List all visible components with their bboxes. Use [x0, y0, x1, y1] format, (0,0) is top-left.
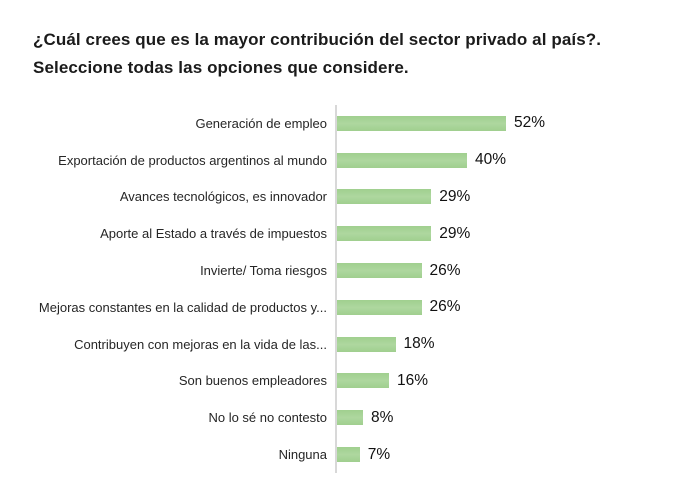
category-label: Mejoras constantes en la calidad de prod…	[38, 299, 327, 315]
bar-chart: Generación de empleo 52% Exportación de pr…	[0, 105, 700, 473]
bar-row: Generación de empleo 52%	[0, 105, 700, 142]
plot-area: 8%	[335, 399, 700, 437]
bar	[337, 226, 432, 242]
bar	[337, 373, 389, 389]
category-label: No lo sé no contesto	[208, 410, 327, 426]
category-label: Exportación de productos argentinos al m…	[58, 152, 327, 168]
bar-row: Son buenos empleadores 16%	[0, 362, 700, 400]
bar	[337, 299, 422, 315]
plot-area: 40%	[335, 141, 700, 179]
plot-area: 7%	[335, 436, 700, 473]
chart-title-line2: Seleccione todas las opciones que consid…	[33, 58, 409, 77]
bar	[337, 263, 422, 279]
category-label: Generación de empleo	[195, 115, 327, 131]
plot-area: 18%	[335, 325, 700, 363]
plot-area: 52%	[335, 105, 700, 142]
category-label: Aporte al Estado a través de impuestos	[100, 226, 327, 242]
plot-area: 16%	[335, 362, 700, 400]
bar-row: Exportación de productos argentinos al m…	[0, 141, 700, 179]
bar-row: Invierte/ Toma riesgos 26%	[0, 252, 700, 289]
chart-title-line1: ¿Cuál crees que es la mayor contribución…	[33, 30, 602, 49]
category-label: Invierte/ Toma riesgos	[200, 263, 327, 279]
category-label: Son buenos empleadores	[178, 373, 327, 389]
plot-area: 26%	[335, 252, 700, 289]
bar	[337, 447, 360, 463]
value-label: 52%	[514, 114, 546, 132]
chart-title: ¿Cuál crees que es la mayor contribución…	[33, 26, 680, 82]
plot-area: 29%	[335, 215, 700, 253]
value-label: 16%	[397, 371, 429, 389]
value-label: 8%	[371, 408, 394, 426]
bar	[337, 152, 467, 168]
value-label: 7%	[367, 445, 391, 463]
bar-row: Mejoras constantes en la calidad de prod…	[0, 288, 700, 326]
bar-row: Contribuyen con mejoras en la vida de la…	[0, 325, 700, 363]
bar	[337, 336, 396, 352]
value-label: 29%	[439, 187, 471, 205]
survey-bar-chart-canvas: ¿Cuál crees que es la mayor contribución…	[0, 26, 700, 493]
value-label: 26%	[429, 298, 461, 316]
bar	[337, 189, 432, 205]
category-label: Contribuyen con mejoras en la vida de la…	[74, 336, 327, 352]
bar	[337, 410, 363, 426]
category-label: Avances tecnológicos, es innovador	[119, 189, 327, 205]
plot-area: 29%	[335, 178, 700, 216]
value-label: 29%	[439, 224, 471, 242]
value-label: 40%	[475, 151, 507, 169]
bar-row: Avances tecnológicos, es innovador 29%	[0, 178, 700, 216]
value-label: 18%	[403, 335, 435, 353]
bar	[337, 115, 506, 131]
bar-chart-rows: Generación de empleo 52% Exportación de pr…	[0, 105, 700, 473]
bar-row: Aporte al Estado a través de impuestos 29…	[0, 215, 700, 253]
category-label: Ninguna	[278, 447, 327, 463]
value-label: 26%	[429, 261, 461, 279]
bar-row: No lo sé no contesto 8%	[0, 399, 700, 437]
bar-row: Ninguna 7%	[0, 436, 700, 473]
plot-area: 26%	[335, 288, 700, 326]
